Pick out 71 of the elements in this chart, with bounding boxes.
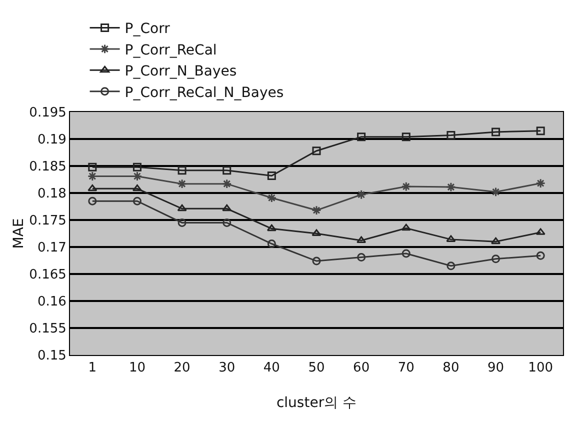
point (177, 178, 187, 189)
point (177, 204, 187, 212)
point (356, 236, 366, 244)
y-tick-label: 0.19 (37, 132, 66, 148)
point (446, 235, 456, 242)
legend-label: P_Corr (124, 21, 170, 38)
point (312, 146, 321, 156)
x-tick-label: 40 (263, 360, 280, 376)
point (536, 228, 546, 235)
point (357, 132, 366, 142)
legend-label: P_Corr_ReCal (124, 42, 217, 58)
point (222, 178, 232, 189)
point (132, 171, 142, 182)
point (492, 254, 500, 264)
x-tick-label: 100 (528, 360, 554, 376)
legend-label: P_Corr_N_Bayes (124, 64, 237, 80)
point (88, 184, 98, 192)
y-tick-label: 0.185 (29, 160, 66, 175)
point (536, 178, 546, 188)
point (266, 192, 277, 203)
point (87, 171, 98, 182)
x-tick-label: 30 (218, 360, 236, 376)
point (178, 218, 186, 227)
point (490, 186, 501, 197)
point (222, 204, 232, 212)
point (267, 240, 276, 248)
point (536, 251, 545, 260)
point (490, 237, 501, 244)
point (222, 166, 232, 175)
point (402, 249, 410, 258)
x-tick-label: 80 (442, 360, 460, 376)
point (312, 205, 322, 216)
point (88, 162, 97, 172)
point (132, 162, 142, 172)
x-tick-label: 60 (353, 360, 370, 376)
x-tick-label: 1 (88, 360, 97, 376)
x-axis-title: cluster의 수 (276, 395, 357, 411)
point (401, 182, 412, 192)
point (446, 130, 456, 140)
y-tick-label: 0.17 (37, 240, 66, 256)
point (312, 229, 322, 236)
y-tick-label: 0.18 (37, 186, 66, 202)
point (88, 196, 97, 206)
point (132, 184, 142, 192)
y-tick-label: 0.165 (29, 268, 66, 283)
point (132, 196, 142, 206)
point (312, 256, 321, 266)
point (536, 126, 545, 136)
point (356, 190, 366, 200)
point (446, 182, 456, 192)
point (402, 132, 410, 142)
y-tick-label: 0.195 (29, 106, 66, 121)
y-tick-label: 0.155 (29, 322, 66, 337)
x-tick-label: 20 (174, 360, 190, 376)
point (401, 224, 411, 231)
legend-label: P_Corr_ReCal_N_Bayes (124, 84, 284, 101)
x-tick-label: 70 (398, 360, 414, 376)
x-tick-label: 90 (487, 360, 504, 376)
point (266, 224, 276, 232)
point (446, 262, 456, 270)
point (267, 171, 276, 180)
y-tick-label: 0.15 (37, 348, 66, 364)
point (178, 166, 186, 175)
y-tick-label: 0.16 (37, 294, 66, 310)
y-tick-label: 0.175 (29, 214, 66, 229)
point (222, 218, 232, 227)
x-tick-label: 10 (128, 360, 146, 376)
point (357, 253, 366, 262)
y-axis-title: MAE (11, 218, 28, 249)
x-tick-label: 50 (308, 360, 325, 376)
point (492, 128, 500, 136)
